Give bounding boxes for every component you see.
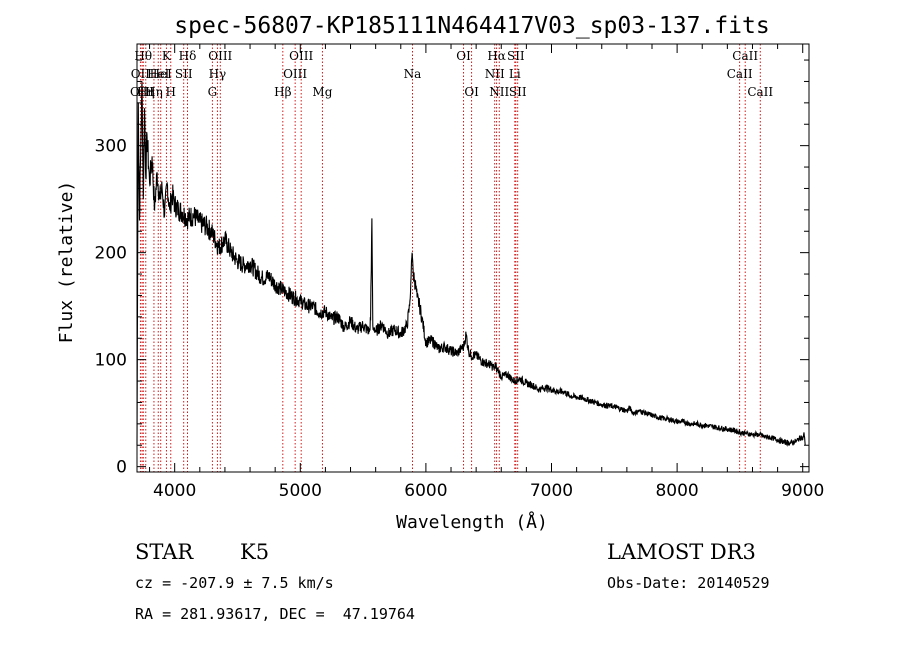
x-tick-label: 8000 [655,481,698,501]
x-tick-label: 9000 [781,481,824,501]
chart-title: spec-56807-KP185111N464417V03_sp03-137.f… [174,13,769,39]
marker-label: NII [489,85,509,99]
marker-label: CaII [727,67,753,81]
marker-label: Hη [145,85,163,99]
marker-label: NII [485,67,505,81]
coordinates-text: RA = 281.93617, DEC = 47.19764 [135,605,415,623]
marker-label: Hβ [274,85,291,99]
marker-label: Hθ [134,49,152,63]
marker-label: OII [131,67,151,81]
x-tick-label: 4000 [153,481,196,501]
y-tick-label: 300 [95,137,127,157]
y-axis-label: Flux (relative) [56,181,77,344]
x-axis-ticks: 4000 5000 6000 7000 8000 9000 [149,44,824,501]
marker-label: Li [509,67,521,81]
x-tick-label: 6000 [404,481,447,501]
marker-label: OIII [208,49,232,63]
marker-label: CaII [732,49,758,63]
spectrum-line [136,81,806,447]
plot-frame [136,43,810,473]
marker-label: K [162,49,172,63]
marker-label: Na [404,67,422,81]
x-axis-label: Wavelength (Å) [396,511,548,533]
obs-date-text: Obs-Date: 20140529 [607,574,770,592]
object-class: STAR [135,540,194,564]
marker-label: G [208,85,218,99]
marker-label: Hα [487,49,506,63]
marker-label: Hγ [209,67,227,81]
marker-label: SII [175,67,193,81]
y-axis-ticks: 0 100 200 300 [95,59,809,478]
marker-label: OI [456,49,471,63]
marker-label: Hδ [179,49,197,63]
redshift-text: cz = -207.9 ± 7.5 km/s [135,574,334,592]
marker-label: OIII [289,49,313,63]
x-tick-label: 7000 [530,481,573,501]
marker-label: OIII [283,67,307,81]
marker-label: SII [509,85,527,99]
marker-label: CaII [747,85,773,99]
survey-name: LAMOST DR3 [607,540,756,564]
marker-label: H [166,85,176,99]
y-tick-label: 100 [95,351,127,371]
marker-label: SII [507,49,525,63]
marker-label: HeI [147,67,170,81]
y-tick-label: 200 [95,244,127,264]
x-tick-label: 5000 [279,481,322,501]
marker-label: Mg [312,85,332,99]
marker-label: OI [464,85,479,99]
object-subclass: K5 [240,540,269,564]
y-tick-label: 0 [116,458,127,478]
marker-label: HeI [150,67,173,81]
emission-line-labels: OIIOIIIHθHηHηHeIHeIKHSIIHδGHγOIIIHβOIIIO… [130,49,773,99]
